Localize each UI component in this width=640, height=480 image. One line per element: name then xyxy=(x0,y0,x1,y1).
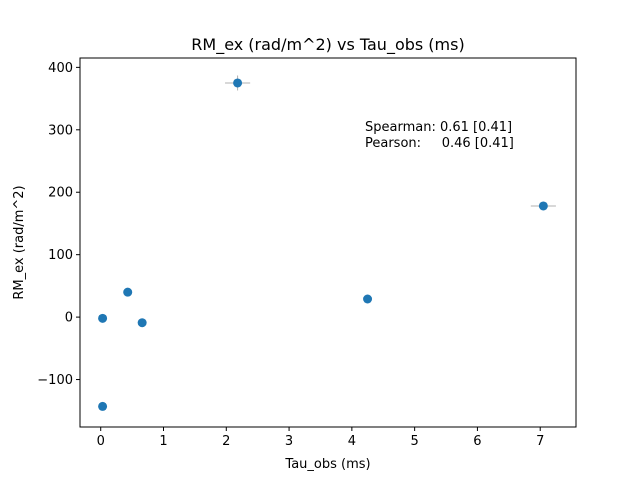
x-axis-label: Tau_obs (ms) xyxy=(284,457,370,472)
data-point xyxy=(123,287,133,297)
data-point xyxy=(98,401,108,411)
data-point xyxy=(363,294,373,304)
x-tick-label: 7 xyxy=(536,434,544,449)
y-tick-label: 400 xyxy=(48,61,73,76)
data-point xyxy=(233,78,243,88)
y-tick-label: −100 xyxy=(37,373,73,388)
x-tick-label: 2 xyxy=(222,434,230,449)
data-point xyxy=(538,201,548,211)
data-points xyxy=(98,78,548,411)
x-tick-label: 5 xyxy=(411,434,419,449)
pearson-annotation: Pearson: 0.46 [0.41] xyxy=(365,136,514,151)
y-axis-label: RM_ex (rad/m^2) xyxy=(12,185,27,299)
y-tick-label: 0 xyxy=(65,311,73,326)
chart-title: RM_ex (rad/m^2) vs Tau_obs (ms) xyxy=(191,35,464,55)
x-tick-label: 1 xyxy=(159,434,167,449)
y-tick-label: 200 xyxy=(48,186,73,201)
y-tick-label: 300 xyxy=(48,123,73,138)
data-point xyxy=(137,318,147,328)
x-tick-label: 6 xyxy=(473,434,481,449)
x-tick-label: 4 xyxy=(348,434,356,449)
axis-ticks: 0 1 2 3 4 5 6 7 −100 0 100 200 300 400 xyxy=(37,61,544,449)
spearman-annotation: Spearman: 0.61 [0.41] xyxy=(365,120,512,135)
y-tick-label: 100 xyxy=(48,248,73,263)
x-tick-label: 3 xyxy=(285,434,293,449)
data-point xyxy=(98,313,108,323)
x-tick-label: 0 xyxy=(97,434,105,449)
plot-frame xyxy=(79,57,577,428)
